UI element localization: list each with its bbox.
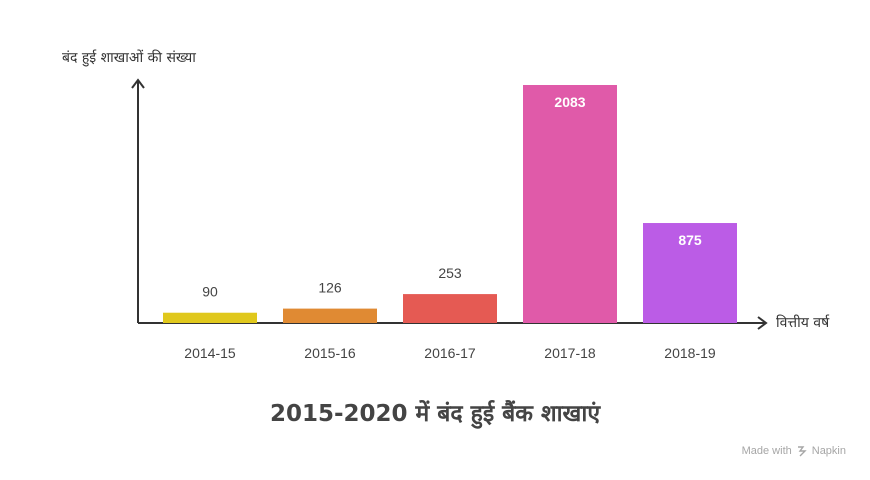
- x-tick-2014-15: 2014-15: [184, 345, 236, 361]
- bar-2016-17: [403, 294, 497, 323]
- x-tick-2018-19: 2018-19: [664, 345, 716, 361]
- y-axis-label: बंद हुई शाखाओं की संख्या: [62, 50, 196, 66]
- made-with-text: Made with: [741, 445, 792, 457]
- x-tick-2016-17: 2016-17: [424, 345, 476, 361]
- value-label-2014-15: 90: [202, 284, 218, 300]
- x-axis-arrow-icon: [757, 316, 768, 330]
- bar-2014-15: [163, 312, 257, 323]
- bars: [163, 85, 737, 323]
- x-tick-labels: 2014-15 2015-16 2016-17 2017-18 2018-19: [184, 345, 716, 361]
- bar-2017-18: [523, 85, 617, 323]
- made-with-napkin-footer: Made with Napkin: [742, 445, 846, 457]
- napkin-brand-text: Napkin: [811, 445, 846, 457]
- value-labels: 90 126 253 2083 875: [202, 94, 702, 300]
- bar-2018-19: [643, 223, 737, 323]
- bar-2015-16: [283, 308, 377, 323]
- x-tick-2017-18: 2017-18: [544, 345, 596, 361]
- y-axis-arrow-icon: [131, 78, 145, 89]
- napkin-logo-icon: [797, 446, 807, 457]
- value-label-2016-17: 253: [438, 265, 462, 281]
- chart-title: 2015-2020 में बंद हुई बैंक शाखाएं: [269, 401, 601, 427]
- value-label-2018-19: 875: [678, 232, 702, 248]
- x-tick-2015-16: 2015-16: [304, 345, 356, 361]
- value-label-2015-16: 126: [318, 280, 342, 296]
- value-label-2017-18: 2083: [554, 94, 585, 110]
- x-axis-label: वित्तीय वर्ष: [776, 315, 830, 331]
